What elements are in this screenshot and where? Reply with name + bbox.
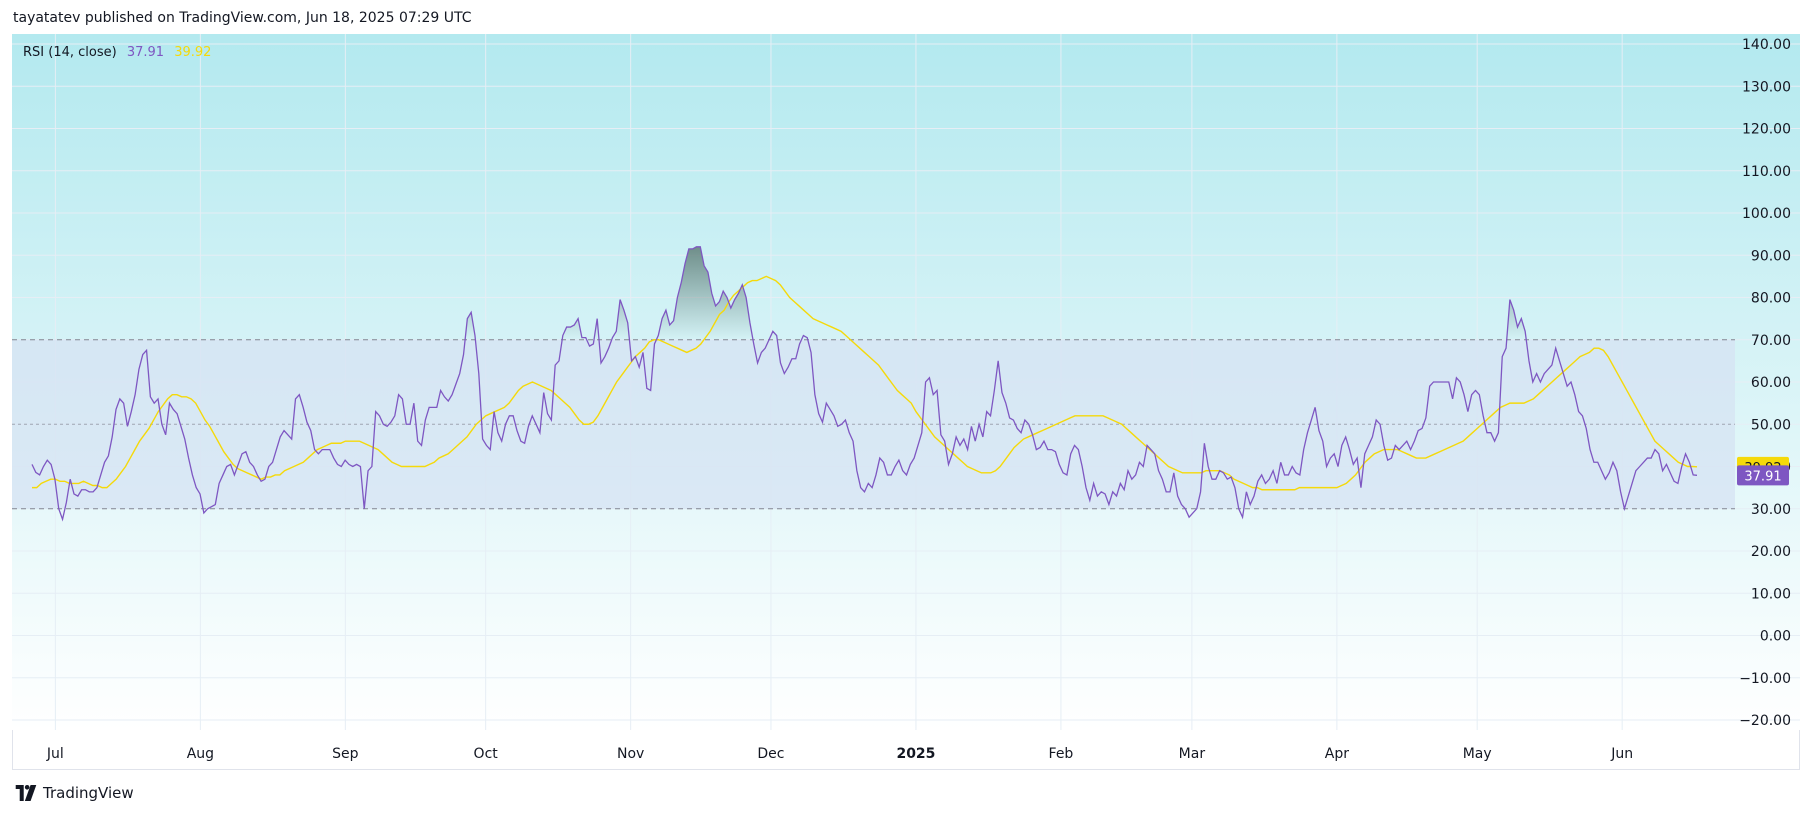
publisher-header: tayatatev published on TradingView.com, … <box>13 10 472 26</box>
y-tick-label: 20.00 <box>1751 544 1791 560</box>
rsi-line[interactable] <box>31 246 1698 522</box>
y-tick-label: 120.00 <box>1742 122 1791 138</box>
y-tick-label: 100.00 <box>1742 206 1791 222</box>
indicator-legend[interactable]: RSI (14, close) 37.91 39.92 <box>23 45 211 60</box>
x-tick-label: Nov <box>617 746 644 762</box>
x-tick-label: Mar <box>1179 746 1206 762</box>
x-tick-label: Dec <box>757 746 784 762</box>
legend-rsi-value: 37.91 <box>126 45 165 60</box>
x-tick-label: Jul <box>46 746 64 762</box>
x-tick-label: Aug <box>187 746 214 762</box>
y-tick-label: 110.00 <box>1742 164 1791 180</box>
x-tick-label: May <box>1463 746 1492 762</box>
y-tick-label: 90.00 <box>1751 248 1791 264</box>
y-tick-label: 70.00 <box>1751 333 1791 349</box>
y-tick-label: 130.00 <box>1742 79 1791 95</box>
tradingview-logo-icon <box>15 785 37 801</box>
x-tick-label: 2025 <box>896 746 935 762</box>
y-tick-label: −10.00 <box>1739 671 1791 687</box>
y-tick-label: 140.00 <box>1742 37 1791 53</box>
x-tick-label: Apr <box>1325 746 1349 762</box>
y-tick-label: 50.00 <box>1751 417 1791 433</box>
y-tick-label: 80.00 <box>1751 291 1791 307</box>
legend-label: RSI (14, close) <box>23 45 117 60</box>
x-tick-label: Oct <box>474 746 499 762</box>
rsi-ma-line[interactable] <box>32 275 1698 491</box>
y-tick-label: 10.00 <box>1751 586 1791 602</box>
y-tick-label: 0.00 <box>1760 629 1791 645</box>
x-axis[interactable]: Jul Aug Sep Oct Nov Dec 2025 Feb Mar Apr May Jun <box>46 746 1633 762</box>
y-tick-label: 30.00 <box>1751 502 1791 518</box>
x-tick-label: Sep <box>332 746 359 762</box>
legend-ma-value: 39.92 <box>174 45 212 60</box>
footer-brand[interactable]: TradingView <box>13 784 134 802</box>
y-axis[interactable]: 140.00 130.00 120.00 110.00 100.00 90.00 80.00… <box>1739 37 1791 729</box>
y-tick-label: −20.00 <box>1739 713 1791 729</box>
footer-brand-label: TradingView <box>43 784 134 802</box>
rsi-value-badge-text: 37.91 <box>1744 469 1781 484</box>
rsi-value-badge: 37.91 <box>1737 465 1789 486</box>
rsi-value-badge-box <box>1737 465 1789 486</box>
x-tick-label: Jun <box>1610 746 1633 762</box>
y-tick-label: 60.00 <box>1751 375 1791 391</box>
x-tick-label: Feb <box>1049 746 1074 762</box>
price-scale-badges: 39.9237.91 <box>1737 456 1789 486</box>
